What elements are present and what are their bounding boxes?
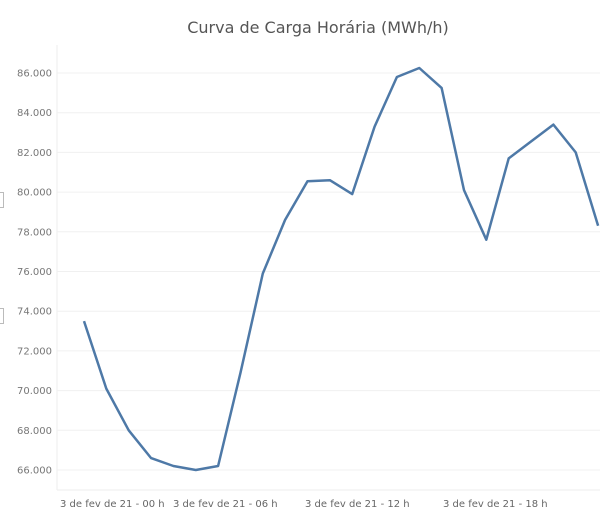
y-tick-label: 80.000 [17,188,52,199]
x-tick-label: 3 de fev de 21 - 12 h [305,499,410,510]
y-tick-label: 70.000 [17,386,52,397]
chart-title: Curva de Carga Horária (MWh/h) [187,18,449,37]
filter-control-fragment[interactable] [0,192,4,208]
y-tick-label: 76.000 [17,267,52,278]
y-tick-label: 82.000 [17,148,52,159]
y-tick-label: 84.000 [17,108,52,119]
y-tick-label: 72.000 [17,346,52,357]
series-line [82,66,600,472]
y-tick-label: 66.000 [17,466,52,477]
x-tick-label: 3 de fev de 21 - 18 h [443,499,548,510]
x-tick-label: 3 de fev de 21 - 00 h [60,499,165,510]
x-tick-label: 3 de fev de 21 - 06 h [173,499,278,510]
y-tick-label: 68.000 [17,426,52,437]
filter-control-fragment[interactable] [0,308,4,324]
y-tick-label: 86.000 [17,69,52,80]
y-tick-label: 78.000 [17,227,52,238]
y-tick-label: 74.000 [17,307,52,318]
